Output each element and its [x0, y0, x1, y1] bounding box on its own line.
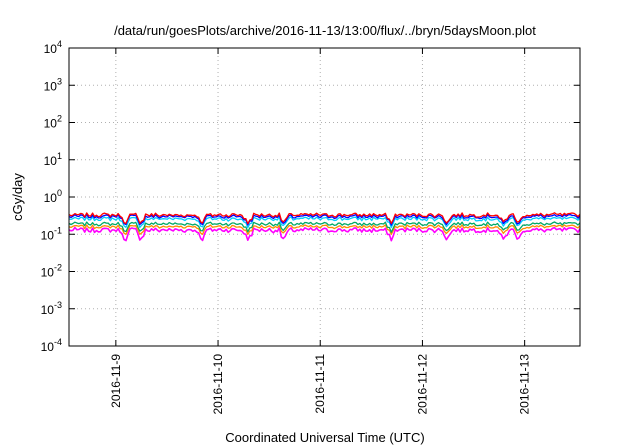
y-tick-label: 102	[44, 114, 62, 131]
x-axis-label: Coordinated Universal Time (UTC)	[225, 430, 424, 445]
y-tick-label: 10-1	[41, 225, 62, 242]
y-tick-label: 103	[44, 76, 62, 93]
x-tick-label: 2016-11-11	[313, 354, 327, 414]
x-tick-labels: 2016-11-9 2016-11-10 2016-11-11 2016-11-12 2…	[109, 354, 532, 415]
x-tick-label: 2016-11-12	[415, 354, 429, 415]
series-line	[68, 221, 581, 233]
series-line	[68, 216, 581, 229]
y-tick-label: 104	[44, 39, 62, 56]
series-line	[68, 213, 581, 226]
series-line	[68, 212, 581, 225]
y-tick-label: 10-3	[41, 300, 62, 317]
y-tick-label: 100	[44, 188, 62, 205]
series-line	[68, 226, 581, 242]
y-axis-label: cGy/day	[10, 173, 25, 221]
ticks	[69, 47, 580, 347]
x-tick-label: 2016-11-9	[109, 354, 123, 408]
y-tick-labels: 10-4 10-3 10-2 10-1 100 101 102 103 104	[41, 39, 62, 354]
chart-title: /data/run/goesPlots/archive/2016-11-13/1…	[114, 23, 536, 38]
y-tick-label: 10-2	[41, 263, 62, 280]
x-tick-label: 2016-11-10	[211, 354, 225, 415]
x-tick-label: 2016-11-13	[518, 354, 532, 415]
y-tick-label: 10-4	[41, 337, 62, 354]
series-line	[68, 224, 581, 236]
series-layer	[68, 212, 581, 242]
grid	[69, 48, 580, 346]
y-tick-label: 101	[44, 151, 62, 168]
